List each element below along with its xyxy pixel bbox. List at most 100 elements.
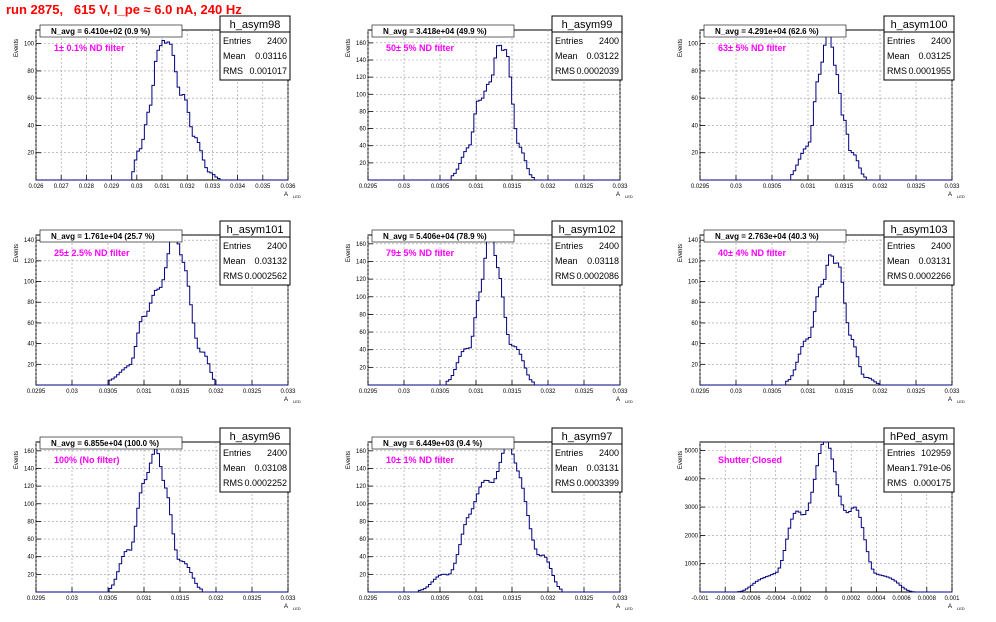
stats-box xyxy=(883,427,955,493)
x-tick-label: 0.035 xyxy=(255,184,271,190)
x-tick-label: 0.0002 xyxy=(842,596,861,602)
stats-value-rms: 0.0002039 xyxy=(576,66,619,76)
x-tick-label: 0.0295 xyxy=(691,184,710,190)
y-tick-label: 140 xyxy=(356,58,367,64)
stats-value-rms: 0.0002562 xyxy=(244,271,287,281)
stats-value-entries: 2400 xyxy=(599,36,619,46)
histogram-line xyxy=(700,254,952,386)
y-tick-label: 40 xyxy=(691,342,698,348)
x-axis-label: A xyxy=(948,397,952,403)
stats-value-mean: 0.03118 xyxy=(587,256,619,266)
x-axis-label-subscript: LED xyxy=(293,194,301,199)
y-tick-label: 140 xyxy=(688,238,699,244)
navg-box xyxy=(703,24,847,38)
x-tick-label: 0.031 xyxy=(136,389,152,395)
stats-key-entries: Entries xyxy=(887,448,916,458)
y-axis-label: Events xyxy=(678,451,684,469)
x-tick-label: 0.036 xyxy=(280,184,296,190)
x-tick-label: 0.0305 xyxy=(763,389,782,395)
y-tick-label: 140 xyxy=(356,259,367,265)
stats-value-entries: 2400 xyxy=(267,36,287,46)
stats-value-entries: 2400 xyxy=(931,241,951,251)
navg-box xyxy=(39,24,183,38)
x-tick-label: -0.0002 xyxy=(791,596,812,602)
x-tick-label: 0.0006 xyxy=(892,596,911,602)
x-tick-label: 0.031 xyxy=(800,389,816,395)
stats-value-rms: 0.0003399 xyxy=(576,478,619,488)
y-tick-label: 160 xyxy=(356,449,367,455)
y-tick-label: 80 xyxy=(359,312,366,318)
stats-key-entries: Entries xyxy=(555,448,584,458)
x-tick-label: 0.0315 xyxy=(503,184,522,190)
x-tick-label: 0.0315 xyxy=(835,184,854,190)
y-tick-label: 60 xyxy=(27,96,34,102)
stats-key-entries: Entries xyxy=(223,241,252,251)
y-tick-label: 80 xyxy=(27,519,34,525)
histogram-panel-h_asym100: 0.0295 0.03 0.0305 0.031 0.0315 0.032 0.0325 0.… xyxy=(678,15,965,199)
x-tick-label: 0.0325 xyxy=(575,389,594,395)
y-tick-label: 40 xyxy=(691,123,698,129)
x-tick-label: 0.032 xyxy=(208,389,224,395)
y-tick-label: 20 xyxy=(691,151,698,157)
y-tick-label: 80 xyxy=(27,300,34,306)
x-tick-label: 0.032 xyxy=(180,184,196,190)
x-tick-label: 0.0305 xyxy=(763,184,782,190)
x-tick-label: 0.033 xyxy=(280,596,296,602)
y-tick-label: 80 xyxy=(359,519,366,525)
x-tick-label: 0.0325 xyxy=(575,596,594,602)
filter-label: Shutter Closed xyxy=(718,455,782,465)
y-tick-label: 20 xyxy=(27,151,34,157)
y-tick-label: 20 xyxy=(27,362,34,368)
y-tick-label: 20 xyxy=(691,362,698,368)
histogram-panel-h_asym97: 0.0295 0.03 0.0305 0.031 0.0315 0.032 0.0325 0.… xyxy=(346,427,633,611)
y-tick-label: 100 xyxy=(24,502,35,508)
y-tick-label: 80 xyxy=(691,300,698,306)
navg-label: N_avg = 4.291e+04 (62.6 %) xyxy=(715,27,819,36)
stats-title: h_asym98 xyxy=(230,19,281,31)
x-tick-label: 0 xyxy=(824,596,828,602)
x-tick-label: 0.032 xyxy=(872,184,888,190)
navg-label: N_avg = 1.761e+04 (25.7 %) xyxy=(51,232,155,241)
stats-key-rms: RMS xyxy=(223,66,243,76)
stats-key-rms: RMS xyxy=(555,66,575,76)
stats-key-rms: RMS xyxy=(555,271,575,281)
stats-value-rms: 0.0002266 xyxy=(908,271,951,281)
y-tick-label: 80 xyxy=(359,109,366,115)
x-tick-label: 0.0305 xyxy=(99,596,118,602)
navg-label: N_avg = 6.449e+03 (9.4 %) xyxy=(383,439,483,448)
y-tick-label: 120 xyxy=(356,75,367,81)
x-tick-label: 0.0315 xyxy=(503,389,522,395)
stats-key-mean: Mean xyxy=(887,463,910,473)
x-tick-label: 0.033 xyxy=(612,596,628,602)
navg-label: N_avg = 6.855e+04 (100.0 %) xyxy=(51,439,159,448)
y-tick-label: 5000 xyxy=(685,448,699,454)
y-tick-label: 40 xyxy=(359,348,366,354)
y-axis-label: Events xyxy=(14,39,20,57)
x-axis-label: A xyxy=(616,397,620,403)
stats-value-entries: 2400 xyxy=(931,36,951,46)
stats-key-mean: Mean xyxy=(555,256,578,266)
y-tick-label: 100 xyxy=(24,280,35,286)
y-tick-label: 140 xyxy=(24,238,35,244)
navg-box xyxy=(371,229,515,243)
x-tick-label: 0.0305 xyxy=(431,389,450,395)
stats-value-rms: 0.0002086 xyxy=(576,271,619,281)
x-tick-label: 0.031 xyxy=(468,184,484,190)
x-tick-label: 0.031 xyxy=(800,184,816,190)
x-tick-label: 0.0315 xyxy=(171,596,190,602)
stats-box xyxy=(219,427,291,493)
stats-value-entries: 102959 xyxy=(921,448,951,458)
x-tick-label: 0.03 xyxy=(131,184,143,190)
stats-box xyxy=(219,220,291,286)
x-axis-label-subscript: LED xyxy=(625,399,633,404)
x-tick-label: 0.0295 xyxy=(691,389,710,395)
x-axis-label-subscript: LED xyxy=(625,194,633,199)
filter-label: 50± 5% ND filter xyxy=(386,43,454,53)
y-tick-label: 60 xyxy=(27,321,34,327)
stats-value-mean: 0.03108 xyxy=(254,463,287,473)
y-axis-label: Events xyxy=(678,244,684,262)
stats-key-rms: RMS xyxy=(887,478,907,488)
x-tick-label: 0.027 xyxy=(54,184,70,190)
x-tick-label: 0.028 xyxy=(79,184,95,190)
x-axis-label: A xyxy=(284,397,288,403)
